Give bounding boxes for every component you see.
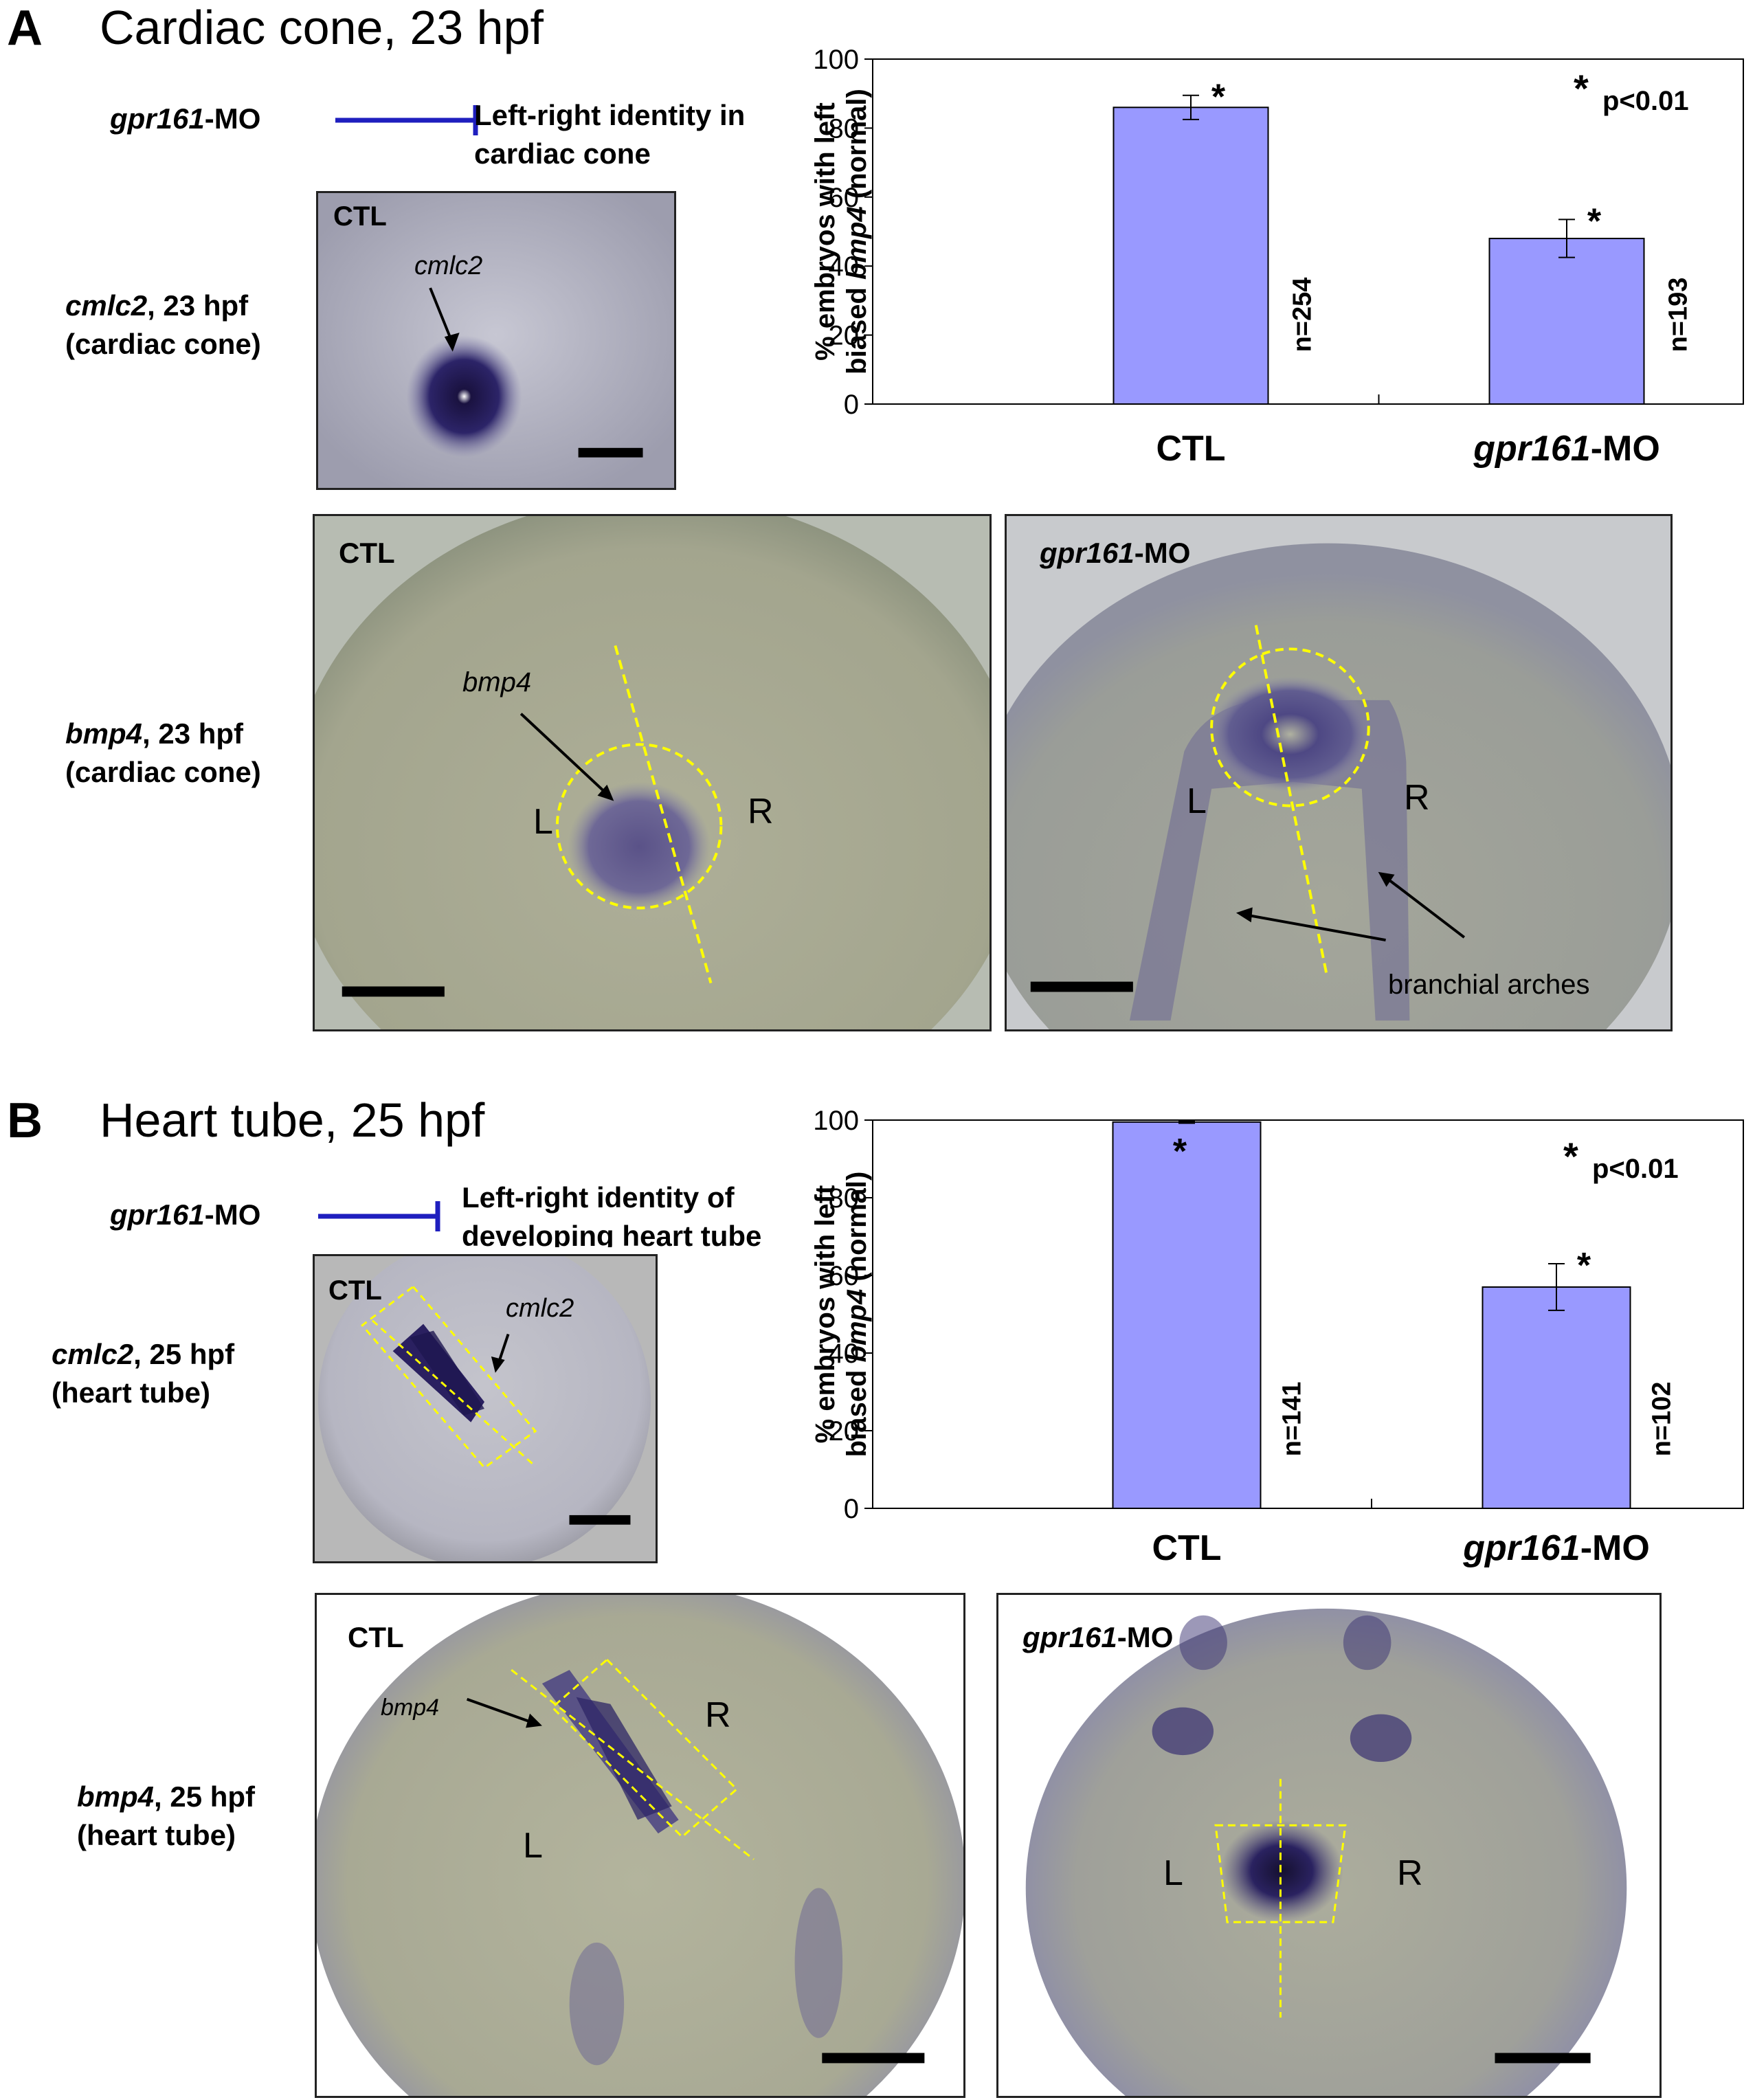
chart-a-ytick-label: 100	[813, 45, 859, 75]
chart-a-category-label-0: CTL	[1156, 429, 1225, 469]
chart-b-legend-text: p<0.01	[1592, 1154, 1679, 1184]
chart-b-sig-star-1: *	[1577, 1246, 1591, 1286]
chart-a-legend-star: *	[1574, 67, 1589, 110]
panel-a-inhibitor-gene: gpr161	[110, 102, 205, 135]
chart-b-n-label-1: n=102	[1648, 1382, 1677, 1457]
panel-b-inhibit-arrow	[318, 1201, 440, 1231]
chart-b-bar-1	[1482, 1286, 1631, 1509]
panel-a-inhibit-target: Left-right identity in cardiac cone	[474, 99, 746, 170]
chart-a-n-label-0: n=254	[1288, 278, 1317, 353]
chart-b-ytick-label: 100	[813, 1106, 859, 1136]
panel-a-cmlc2-image: CTL cmlc2	[316, 191, 676, 490]
chart-b-ytick-label: 0	[844, 1494, 859, 1524]
chart-a-bar-0	[1113, 107, 1269, 405]
panel-a-bmp4-ctl-marker: bmp4	[462, 667, 532, 697]
panel-b-inhibit-target: Left-right identity of developing heart …	[462, 1181, 762, 1247]
chart-b-ytick-label: 80	[829, 1183, 860, 1214]
chart-b-bar-0	[1112, 1121, 1262, 1509]
panel-a-bmp4-ctl-right: R	[748, 792, 774, 831]
panel-a-bmp4-ctl-left: L	[533, 802, 553, 842]
chart-a-ytick-label: 40	[829, 252, 860, 282]
panel-a-cmlc2-marker: cmlc2	[414, 252, 483, 280]
chart-a-svg: 0 20 40 60 80 100 % embryos with leftbiased bm…	[810, 45, 1744, 469]
panel-b-cmlc2-image: CTL cmlc2	[313, 1254, 658, 1563]
chart-b-category-label-0: CTL	[1152, 1528, 1221, 1568]
chart-a-sig-star-1: *	[1587, 201, 1602, 241]
panel-a-bmp4-ctl-image: CTL bmp4 L R	[313, 514, 992, 1031]
panel-b-bmp4-label: bmp4, 25 hpf (heart tube)	[77, 1780, 256, 1851]
panel-b-letter: B	[7, 1093, 43, 1148]
chart-b-ytick-label: 60	[829, 1261, 860, 1291]
panel-b-cmlc2-tag: CTL	[328, 1275, 382, 1306]
panel-b-bmp4-mo-left: L	[1163, 1853, 1183, 1893]
chart-b-sig-star-0: *	[1173, 1132, 1187, 1172]
panel-a-bmp4-ctl-tag: CTL	[339, 537, 395, 569]
panel-a-title: Cardiac cone, 23 hpf	[100, 1, 544, 54]
panel-b-bmp4-ctl-image: CTL bmp4 L R	[315, 1593, 965, 2098]
chart-b-legend-star: *	[1563, 1135, 1578, 1178]
chart-a-ytick-label: 60	[829, 183, 860, 213]
panel-b-cmlc2-label: cmlc2, 25 hpf (heart tube)	[52, 1338, 235, 1409]
panel-a-bmp4-label: bmp4, 23 hpf (cardiac cone)	[65, 717, 261, 788]
chart-a-ytick-label: 0	[844, 390, 859, 420]
chart-b-category-label-1: gpr161-MO	[1462, 1528, 1650, 1568]
panel-b-bmp4-mo-image: gpr161-MO L R	[996, 1593, 1662, 2098]
chart-a-sig-star-0: *	[1211, 78, 1226, 118]
panel-a-inhibitor: gpr161-MO	[110, 102, 261, 135]
chart-b-ytick-label: 40	[829, 1339, 860, 1369]
panel-a-bmp4-mo-left: L	[1187, 781, 1207, 821]
chart-a-ylabel: % embryos with leftbiased bmp4 (normal)	[811, 89, 872, 375]
chart-a-legend-text: p<0.01	[1602, 86, 1689, 116]
chart-a-bar-1	[1488, 238, 1645, 405]
panel-a-inhibit-arrow	[335, 105, 478, 135]
chart-a-ytick-label: 20	[829, 321, 860, 351]
chart-b-svg: 0 20 40 60 80 100 % embryos with leftbiased bm…	[810, 1106, 1744, 1568]
chart-b-ytick-label: 20	[829, 1416, 860, 1446]
chart-b-ylabel: % embryos with leftbiased bmp4 (normal)	[811, 1172, 872, 1457]
chart-a-n-label-1: n=193	[1664, 278, 1693, 353]
chart-panel-b: 0 20 40 60 80 100 % embryos with leftbiased bm…	[810, 1093, 1752, 1574]
panel-b-bmp4-ctl-right: R	[705, 1695, 731, 1735]
panel-b-bmp4-ctl-marker: bmp4	[381, 1695, 440, 1721]
chart-b-n-label-0: n=141	[1278, 1382, 1307, 1457]
panel-b-cmlc2-marker: cmlc2	[506, 1294, 574, 1323]
panel-a-cmlc2-label: cmlc2, 23 hpf (cardiac cone)	[65, 289, 261, 360]
panel-a-bmp4-mo-right: R	[1404, 778, 1430, 818]
chart-a-ytick-label: 80	[829, 113, 860, 144]
panel-b-bmp4-ctl-tag: CTL	[348, 1621, 404, 1653]
panel-b-bmp4-ctl-left: L	[523, 1826, 543, 1866]
panel-a-bmp4-mo-image: gpr161-MO L R branchial arches	[1005, 514, 1673, 1031]
chart-panel-a: 0 20 40 60 80 100 % embryos with leftbiased bm…	[810, 27, 1752, 495]
chart-a-category-label-1: gpr161-MO	[1473, 429, 1660, 469]
panel-a-cmlc2-tag: CTL	[333, 201, 387, 232]
panel-a-branchial-arches: branchial arches	[1388, 970, 1590, 1000]
panel-b-title: Heart tube, 25 hpf	[100, 1093, 485, 1147]
panel-a-cmlc2-arrow	[429, 287, 460, 352]
panel-a-letter: A	[7, 1, 43, 56]
panel-a-bmp4-mo-tag: gpr161-MO	[1040, 537, 1191, 569]
panel-b-bmp4-mo-right: R	[1397, 1853, 1423, 1893]
panel-b-bmp4-mo-tag: gpr161-MO	[1022, 1621, 1174, 1653]
panel-b-inhibitor: gpr161-MO	[110, 1198, 261, 1231]
